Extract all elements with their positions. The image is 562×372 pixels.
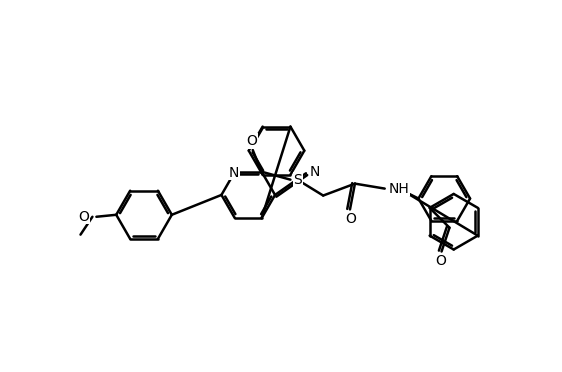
Text: O: O bbox=[246, 134, 257, 148]
Text: N: N bbox=[310, 165, 320, 179]
Text: S: S bbox=[293, 173, 302, 187]
Text: O: O bbox=[79, 210, 89, 224]
Text: N: N bbox=[229, 166, 239, 180]
Text: O: O bbox=[435, 254, 446, 269]
Text: O: O bbox=[346, 212, 356, 227]
Text: NH: NH bbox=[389, 182, 410, 196]
